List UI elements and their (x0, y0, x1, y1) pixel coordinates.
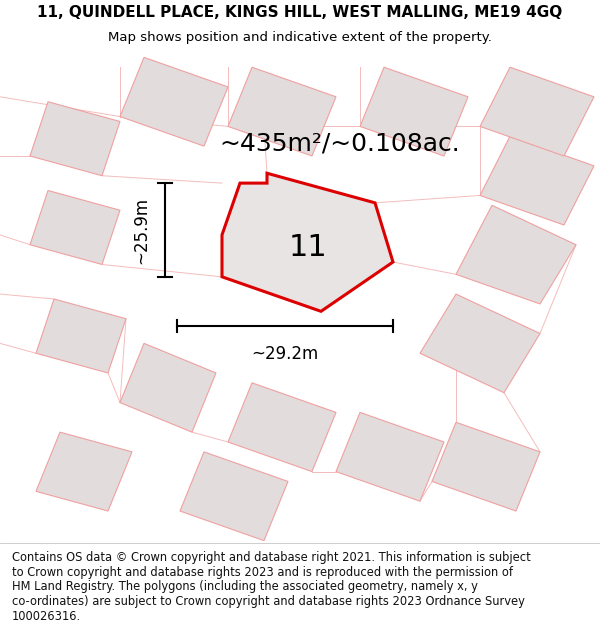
Polygon shape (480, 136, 594, 225)
Text: 100026316.: 100026316. (12, 610, 81, 622)
Text: ~25.9m: ~25.9m (132, 196, 150, 264)
Text: ~29.2m: ~29.2m (251, 345, 319, 363)
Text: 11, QUINDELL PLACE, KINGS HILL, WEST MALLING, ME19 4GQ: 11, QUINDELL PLACE, KINGS HILL, WEST MAL… (37, 6, 563, 21)
Text: Map shows position and indicative extent of the property.: Map shows position and indicative extent… (108, 31, 492, 44)
Text: to Crown copyright and database rights 2023 and is reproduced with the permissio: to Crown copyright and database rights 2… (12, 566, 513, 579)
Text: co-ordinates) are subject to Crown copyright and database rights 2023 Ordnance S: co-ordinates) are subject to Crown copyr… (12, 595, 525, 608)
Text: Contains OS data © Crown copyright and database right 2021. This information is : Contains OS data © Crown copyright and d… (12, 551, 531, 564)
Polygon shape (420, 294, 540, 392)
Polygon shape (360, 68, 468, 156)
Text: 11: 11 (289, 232, 327, 262)
Polygon shape (432, 422, 540, 511)
Text: ~435m²/~0.108ac.: ~435m²/~0.108ac. (219, 132, 460, 156)
Polygon shape (228, 383, 336, 472)
Polygon shape (336, 412, 444, 501)
Polygon shape (120, 58, 228, 146)
Polygon shape (222, 173, 393, 311)
Polygon shape (228, 68, 336, 156)
Polygon shape (120, 343, 216, 432)
Polygon shape (30, 191, 120, 264)
Polygon shape (30, 102, 120, 176)
Polygon shape (480, 68, 594, 156)
Polygon shape (180, 452, 288, 541)
Polygon shape (456, 205, 576, 304)
Polygon shape (36, 299, 126, 373)
Text: HM Land Registry. The polygons (including the associated geometry, namely x, y: HM Land Registry. The polygons (includin… (12, 580, 478, 593)
Polygon shape (36, 432, 132, 511)
